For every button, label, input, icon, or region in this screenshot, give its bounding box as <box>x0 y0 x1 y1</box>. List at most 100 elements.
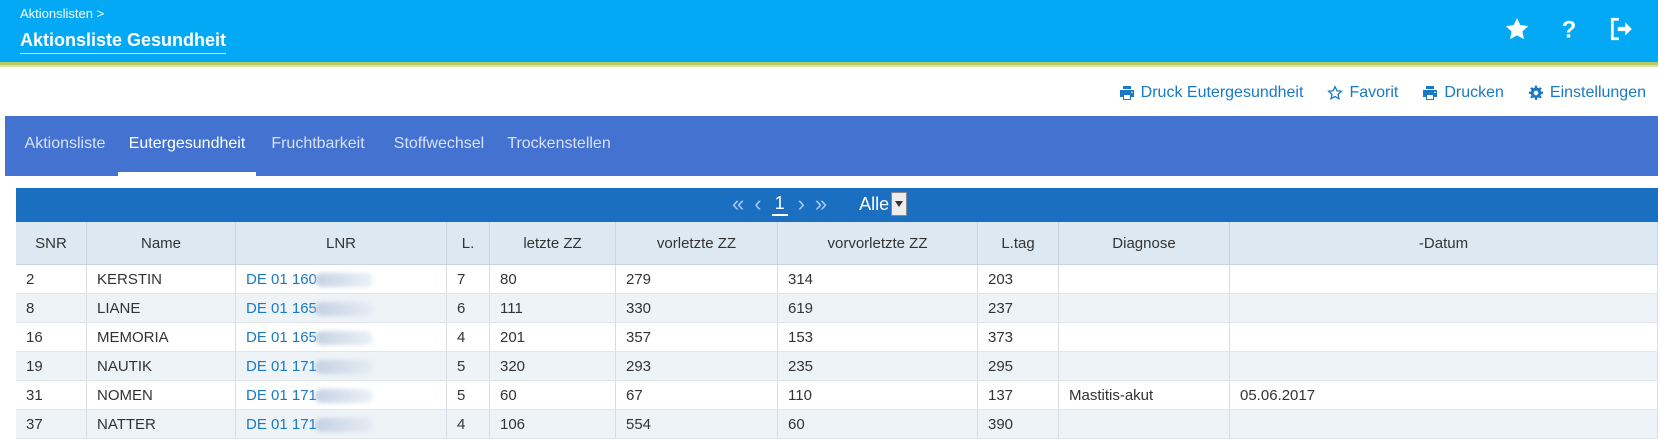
previous-page-button[interactable]: ‹ <box>754 191 762 216</box>
column-header-diagnose[interactable]: Diagnose <box>1058 222 1230 265</box>
cell-lnr[interactable]: DE 01 171 <box>235 409 447 439</box>
table-row[interactable]: 37 NATTER DE 01 171 4 106 554 60 390 <box>16 409 1658 439</box>
tab-label: Aktionsliste <box>24 135 106 152</box>
settings-label: Einstellungen <box>1549 84 1646 101</box>
column-header-snr[interactable]: SNR <box>16 222 87 265</box>
settings-link[interactable]: Einstellungen <box>1528 84 1646 102</box>
cell-lnr[interactable]: DE 01 165 <box>235 293 447 323</box>
cell-vorletzte-zz: 554 <box>615 409 778 439</box>
cell-lactation: 6 <box>446 293 490 323</box>
active-tab-indicator <box>118 172 256 176</box>
cell-snr: 19 <box>16 351 87 381</box>
table-row[interactable]: 19 NAUTIK DE 01 171 5 320 293 235 295 <box>16 351 1658 381</box>
cell-lnr[interactable]: DE 01 165 <box>235 322 447 352</box>
table-header-row: SNR Name LNR L. letzte ZZ vorletzte ZZ v… <box>16 222 1658 265</box>
print-udder-health-link[interactable]: Druck Eutergesundheit <box>1119 84 1304 102</box>
print-icon <box>1423 86 1438 100</box>
table-row[interactable]: 16 MEMORIA DE 01 165 4 201 357 153 373 <box>16 322 1658 352</box>
cell-diagnose: Mastitis-akut <box>1058 380 1230 410</box>
cell-name: NAUTIK <box>86 351 236 381</box>
first-page-button[interactable]: « <box>732 191 745 216</box>
table-row[interactable]: 2 KERSTIN DE 01 160 7 80 279 314 203 <box>16 264 1658 294</box>
last-page-button[interactable]: » <box>814 191 828 216</box>
cell-datum <box>1229 409 1658 439</box>
cell-diagnose <box>1058 409 1230 439</box>
cell-name: NATTER <box>86 409 236 439</box>
cell-diagnose <box>1058 351 1230 381</box>
cell-datum <box>1229 293 1658 323</box>
logout-icon[interactable] <box>1606 14 1636 44</box>
cell-datum <box>1229 351 1658 381</box>
cell-vorletzte-zz: 357 <box>615 322 778 352</box>
table-row[interactable]: 8 LIANE DE 01 165 6 111 330 619 237 <box>16 293 1658 323</box>
lnr-link[interactable]: DE 01 165 <box>246 299 317 317</box>
cell-lnr[interactable]: DE 01 171 <box>235 380 447 410</box>
redacted-blur <box>314 330 373 345</box>
cell-lnr[interactable]: DE 01 160 <box>235 264 447 294</box>
star-outline-icon <box>1327 85 1344 101</box>
cell-vorvorletzte-zz: 60 <box>777 409 978 439</box>
print-label: Drucken <box>1444 84 1504 101</box>
next-page-button[interactable]: › <box>797 191 805 216</box>
cell-vorvorletzte-zz: 314 <box>777 264 978 294</box>
lnr-link[interactable]: DE 01 171 <box>246 386 317 404</box>
table-row[interactable]: 31 NOMEN DE 01 171 5 60 67 110 137 Masti… <box>16 380 1658 410</box>
gear-icon <box>1528 85 1544 100</box>
cell-diagnose <box>1058 293 1230 323</box>
cell-vorletzte-zz: 330 <box>615 293 778 323</box>
chevron-down-icon[interactable] <box>891 192 908 216</box>
cell-letzte-zz: 320 <box>489 351 616 381</box>
column-header-datum[interactable]: -Datum <box>1229 222 1658 265</box>
column-header-name[interactable]: Name <box>86 222 236 265</box>
lnr-link[interactable]: DE 01 171 <box>246 357 317 375</box>
cell-lactation: 4 <box>446 409 490 439</box>
lnr-link[interactable]: DE 01 160 <box>246 270 317 288</box>
tab-label: Fruchtbarkeit <box>271 135 365 152</box>
page-size-select[interactable]: Alle <box>859 192 908 216</box>
redacted-blur <box>314 359 373 374</box>
column-header-lnr[interactable]: LNR <box>235 222 447 265</box>
tab-trockenstellen[interactable]: Trockenstellen <box>502 116 616 176</box>
cell-vorvorletzte-zz: 153 <box>777 322 978 352</box>
pagination-bar: « ‹ 1 › » Alle <box>16 188 1658 222</box>
current-page[interactable]: 1 <box>771 193 788 216</box>
cell-snr: 8 <box>16 293 87 323</box>
tab-stoffwechsel[interactable]: Stoffwechsel <box>383 116 495 176</box>
lnr-link[interactable]: DE 01 165 <box>246 328 317 346</box>
page-title: Aktionsliste Gesundheit <box>20 30 227 54</box>
column-header-vorletzte-zz[interactable]: vorletzte ZZ <box>615 222 778 265</box>
column-header-lactation[interactable]: L. <box>446 222 490 265</box>
cell-letzte-zz: 60 <box>489 380 616 410</box>
cell-lactation: 5 <box>446 380 490 410</box>
tab-eutergesundheit[interactable]: Eutergesundheit <box>118 116 256 176</box>
star-icon[interactable] <box>1502 14 1532 44</box>
tab-fruchtbarkeit[interactable]: Fruchtbarkeit <box>263 116 373 176</box>
print-icon <box>1119 86 1134 100</box>
lnr-link[interactable]: DE 01 171 <box>246 415 317 433</box>
breadcrumb[interactable]: Aktionslisten > <box>20 6 105 21</box>
favorite-link[interactable]: Favorit <box>1327 84 1398 102</box>
cell-name: KERSTIN <box>86 264 236 294</box>
print-udder-health-label: Druck Eutergesundheit <box>1140 84 1304 101</box>
header-accent-line-light <box>0 65 1658 67</box>
print-link[interactable]: Drucken <box>1422 84 1504 102</box>
cell-letzte-zz: 201 <box>489 322 616 352</box>
cell-snr: 31 <box>16 380 87 410</box>
svg-text:?: ? <box>1562 17 1577 42</box>
cell-snr: 2 <box>16 264 87 294</box>
cell-diagnose <box>1058 322 1230 352</box>
column-header-lactation-day[interactable]: L.tag <box>977 222 1059 265</box>
redacted-blur <box>314 388 373 403</box>
cell-lnr[interactable]: DE 01 171 <box>235 351 447 381</box>
column-header-vorvorletzte-zz[interactable]: vorvorletzte ZZ <box>777 222 978 265</box>
cell-vorletzte-zz: 279 <box>615 264 778 294</box>
cell-vorletzte-zz: 293 <box>615 351 778 381</box>
cell-vorvorletzte-zz: 110 <box>777 380 978 410</box>
cell-lactation-day: 390 <box>977 409 1059 439</box>
tab-label: Trockenstellen <box>507 135 611 152</box>
tab-aktionsliste[interactable]: Aktionsliste <box>13 116 117 176</box>
question-icon[interactable]: ? <box>1554 14 1584 44</box>
cell-letzte-zz: 80 <box>489 264 616 294</box>
cell-lactation-day: 295 <box>977 351 1059 381</box>
column-header-letzte-zz[interactable]: letzte ZZ <box>489 222 616 265</box>
